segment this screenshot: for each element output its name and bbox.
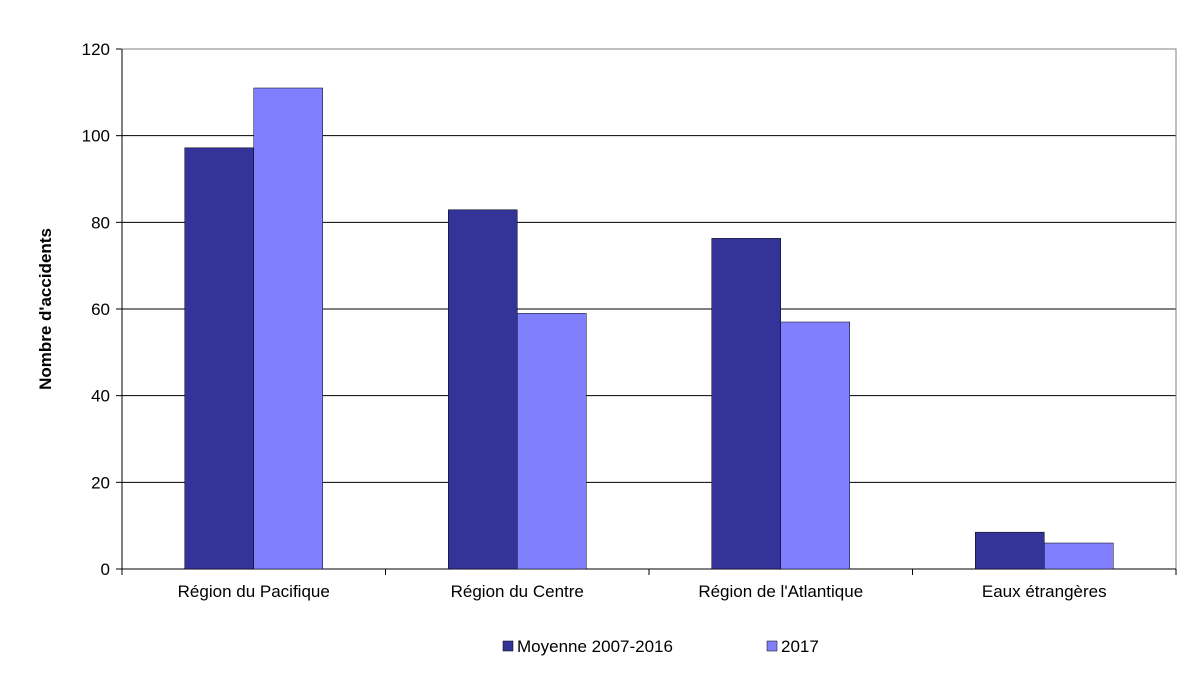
bar [975, 531, 1045, 570]
x-tick-label: Région du Centre [451, 582, 584, 601]
bar [517, 313, 587, 570]
legend-label: Moyenne 2007-2016 [517, 637, 673, 656]
y-axis-title: Nombre d'accidents [36, 228, 55, 390]
bar [780, 321, 850, 570]
y-tick-label: 100 [82, 127, 110, 146]
y-tick-label: 20 [91, 473, 110, 492]
y-tick-label: 120 [82, 40, 110, 59]
y-tick-label: 40 [91, 387, 110, 406]
x-tick-label: Eaux étrangères [982, 582, 1107, 601]
y-tick-label: 60 [91, 300, 110, 319]
legend-label: 2017 [781, 637, 819, 656]
bar [253, 87, 323, 570]
y-tick-label: 0 [101, 560, 110, 579]
x-tick-label: Région de l'Atlantique [698, 582, 863, 601]
bar [448, 209, 518, 570]
legend-swatch [502, 640, 514, 652]
legend-swatch [766, 640, 778, 652]
y-tick-label: 80 [91, 213, 110, 232]
x-tick-label: Région du Pacifique [178, 582, 330, 601]
bar [1044, 542, 1114, 570]
bar [184, 147, 254, 570]
bar [711, 238, 781, 570]
